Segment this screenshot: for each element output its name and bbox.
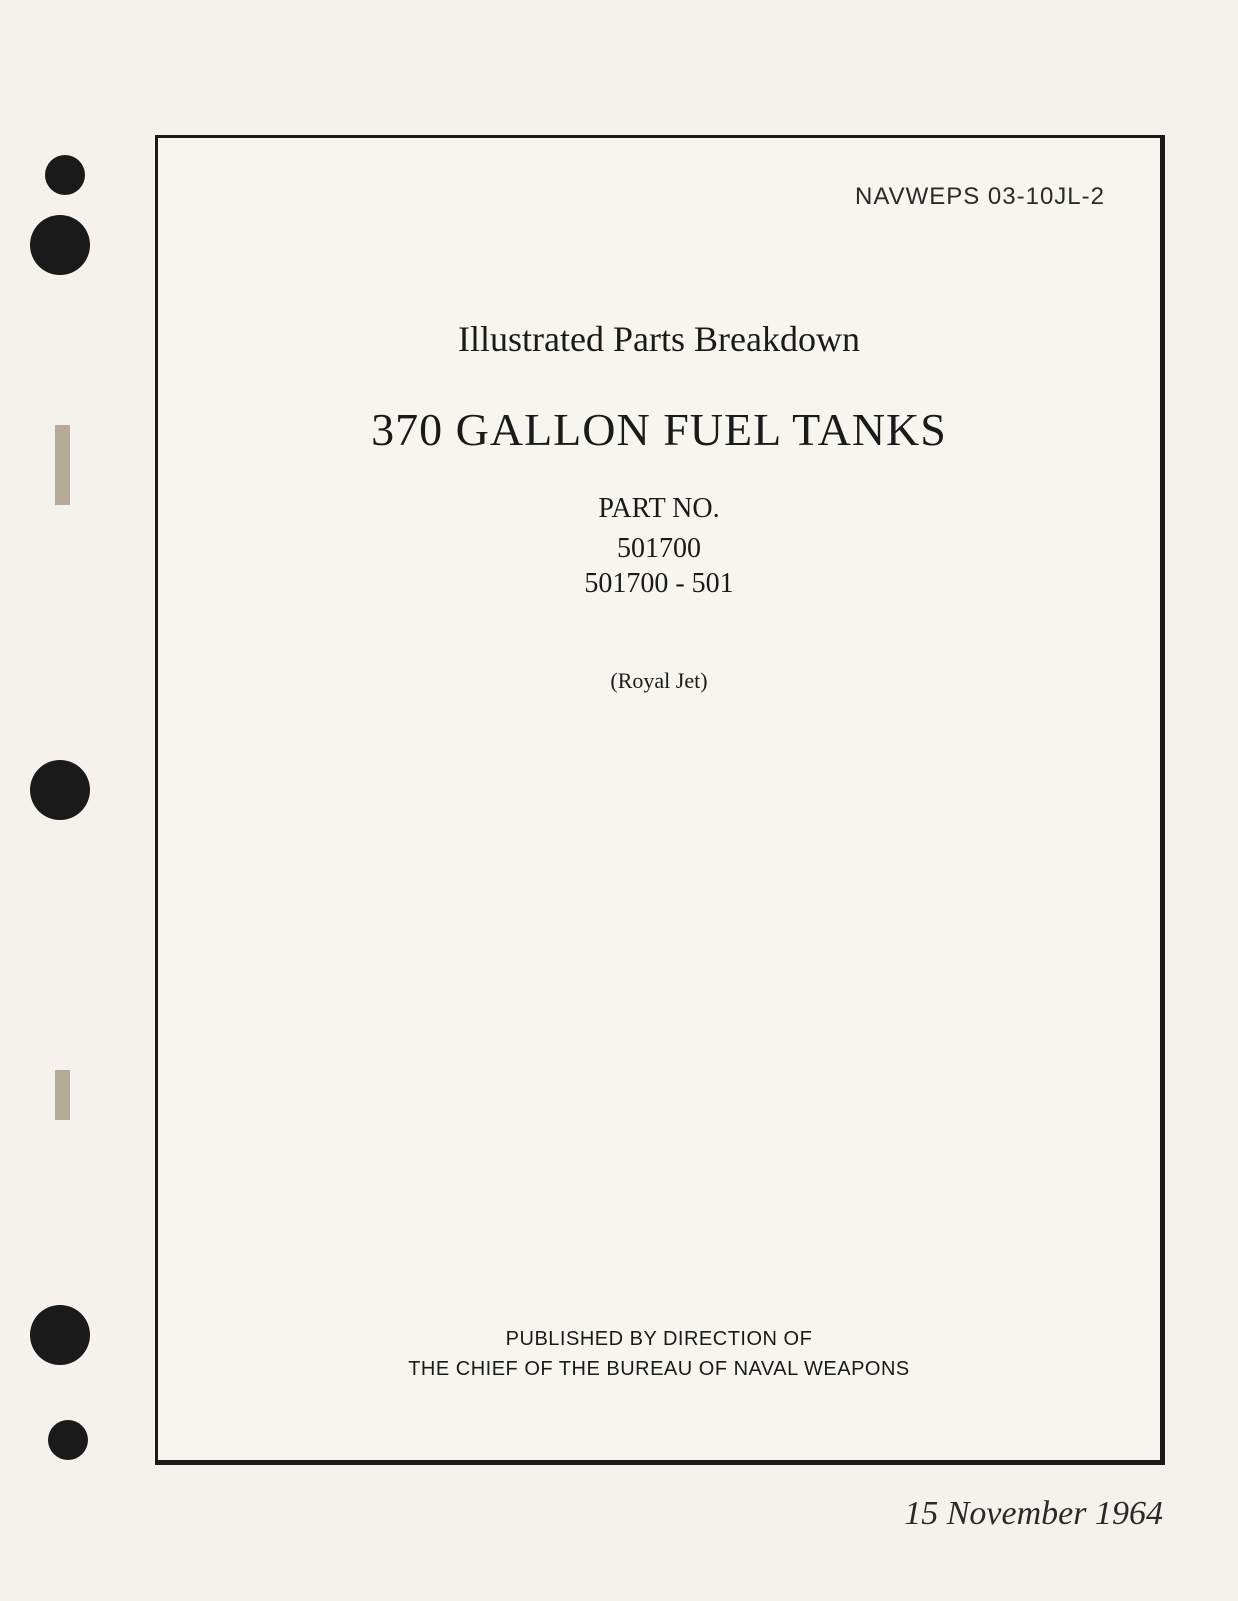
document-number: NAVWEPS 03-10JL-2 (855, 183, 1105, 211)
part-number-label: PART NO. (158, 493, 1160, 525)
hole-punch-icon (30, 1305, 90, 1365)
document-main-title: 370 GALLON FUEL TANKS (158, 403, 1160, 456)
hole-punch-icon (30, 760, 90, 820)
hole-punch-icon (30, 215, 90, 275)
document-date: 15 November 1964 (904, 1495, 1163, 1533)
scan-artifact (55, 1070, 70, 1120)
document-frame: NAVWEPS 03-10JL-2 Illustrated Parts Brea… (155, 135, 1165, 1465)
document-subtitle: Illustrated Parts Breakdown (158, 318, 1160, 360)
hole-punch-icon (48, 1420, 88, 1460)
scan-artifact (55, 425, 70, 505)
hole-punch-icon (45, 155, 85, 195)
publisher-line-2: THE CHIEF OF THE BUREAU OF NAVAL WEAPONS (158, 1358, 1160, 1381)
manufacturer-name: (Royal Jet) (158, 668, 1160, 694)
publisher-line-1: PUBLISHED BY DIRECTION OF (158, 1328, 1160, 1351)
part-number-primary: 501700 (158, 533, 1160, 565)
part-number-secondary: 501700 - 501 (158, 568, 1160, 600)
